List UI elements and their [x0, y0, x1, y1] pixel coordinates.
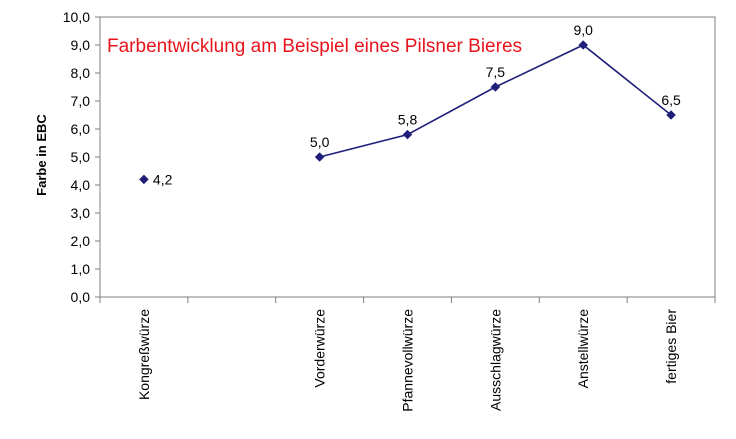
- y-tick-label: 1,0: [71, 261, 91, 277]
- y-tick-label: 2,0: [71, 233, 91, 249]
- data-point-marker: [490, 82, 501, 92]
- chart-title: Farbentwicklung am Beispiel eines Pilsne…: [107, 36, 522, 57]
- y-tick-label: 4,0: [71, 177, 91, 193]
- x-category-label: Anstellwürze: [575, 309, 591, 389]
- data-label: 5,0: [310, 134, 330, 150]
- y-tick-label: 8,0: [71, 65, 91, 81]
- y-axis-title: Farbe in EBC: [34, 114, 49, 196]
- data-point-marker: [666, 110, 676, 120]
- data-label: 5,8: [398, 112, 418, 128]
- x-category-label: Vorderwürze: [312, 309, 328, 388]
- y-tick-label: 5,0: [71, 149, 91, 165]
- x-category-label: Ausschlagwürze: [487, 309, 503, 411]
- y-tick-label: 3,0: [71, 205, 91, 221]
- data-label: 6,5: [661, 92, 681, 108]
- data-label: 4,2: [153, 171, 173, 187]
- x-category-label: fertiges Bier: [663, 309, 679, 384]
- y-tick-label: 9,0: [71, 37, 91, 53]
- data-point-marker: [314, 152, 325, 162]
- data-point-marker: [402, 129, 413, 140]
- data-point-marker: [578, 40, 589, 50]
- y-tick-label: 7,0: [71, 93, 91, 109]
- data-label: 9,0: [573, 22, 593, 38]
- x-category-label: Kongreßwürze: [136, 309, 152, 400]
- y-tick-label: 10,0: [63, 9, 90, 25]
- y-tick-label: 6,0: [71, 121, 91, 137]
- data-label: 7,5: [486, 64, 506, 80]
- x-category-label: Pfannevollwürze: [400, 309, 416, 412]
- y-tick-label: 0,0: [71, 289, 91, 305]
- data-point-marker: [139, 174, 149, 185]
